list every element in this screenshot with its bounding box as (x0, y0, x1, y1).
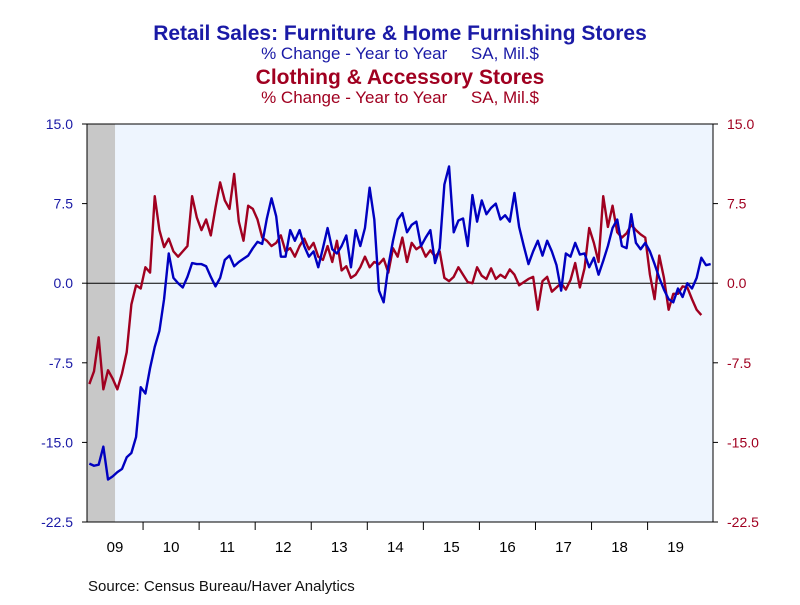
plot-area (87, 124, 713, 522)
series-line-1 (88, 165, 711, 481)
y-tick-label-left: -22.5 (41, 514, 73, 530)
plot-frame (86, 123, 714, 523)
x-tick-label: 09 (107, 539, 124, 556)
series-line-2 (88, 172, 703, 391)
x-tick-label: 11 (219, 539, 235, 556)
x-tick-label: 12 (275, 539, 292, 556)
y-tick-label-left: 0.0 (54, 275, 74, 291)
x-tick-label: 17 (555, 539, 572, 556)
chart-subtitle-2: % Change - Year to Year SA, Mil.$ (261, 88, 539, 107)
x-tick-label: 13 (331, 539, 348, 556)
x-tick-label: 10 (163, 539, 180, 556)
y-tick-label-left: 7.5 (54, 196, 74, 212)
y-tick-label-right: -22.5 (727, 514, 759, 530)
x-tick-label: 19 (667, 539, 684, 556)
x-tick-label: 15 (443, 539, 460, 556)
y-tick-label-left: -15.0 (41, 434, 73, 450)
x-tick-label: 14 (387, 539, 404, 556)
source-note: Source: Census Bureau/Haver Analytics (88, 578, 355, 595)
y-tick-label-right: 15.0 (727, 116, 754, 132)
y-tick-label-left: 15.0 (46, 116, 73, 132)
chart-title: Retail Sales: Furniture & Home Furnishin… (153, 22, 647, 45)
x-tick-label: 16 (499, 539, 516, 556)
y-tick-label-right: -15.0 (727, 434, 759, 450)
y-tick-label-right: 0.0 (727, 275, 747, 291)
y-tick-label-left: -7.5 (49, 355, 73, 371)
x-tick-label: 18 (611, 539, 628, 556)
chart-subtitle: % Change - Year to Year SA, Mil.$ (261, 44, 539, 63)
y-tick-label-right: 7.5 (727, 196, 747, 212)
chart-title-2: Clothing & Accessory Stores (256, 66, 545, 89)
recession-band (87, 124, 116, 522)
y-tick-label-right: -7.5 (727, 355, 751, 371)
